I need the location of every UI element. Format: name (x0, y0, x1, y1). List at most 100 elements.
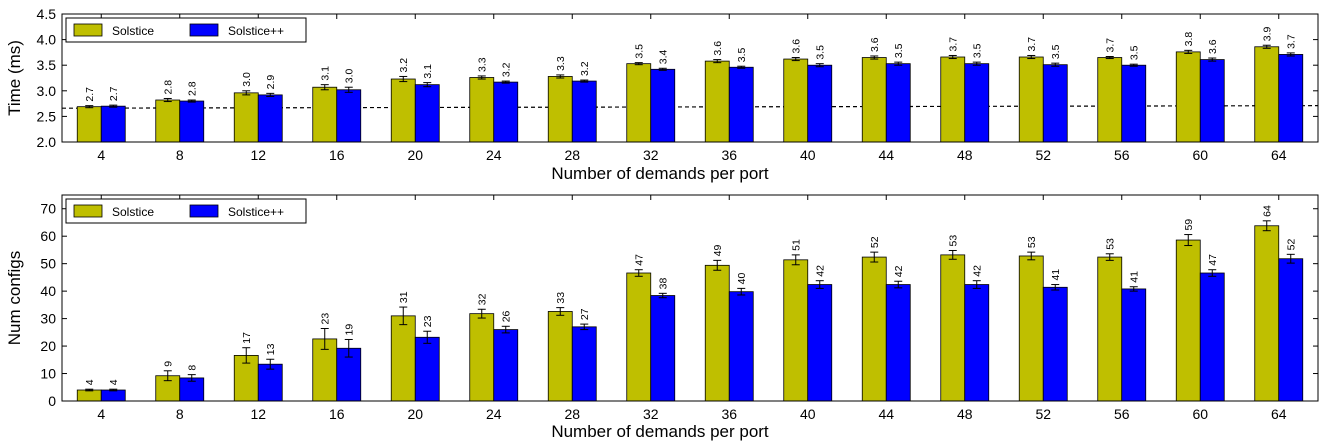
bar-solstice (547, 311, 573, 402)
bar-solstice (626, 63, 652, 143)
data-label: 3.5 (1129, 45, 1141, 60)
bar-solstice-plus-plus (414, 84, 440, 143)
data-label: 2.7 (108, 86, 120, 101)
bar-solstice-plus-plus (1042, 64, 1068, 143)
x-tick-label: 64 (1271, 147, 1287, 163)
bar-solstice (783, 259, 809, 402)
data-label: 3.3 (477, 57, 489, 72)
data-label: 42 (893, 265, 905, 277)
legend-box (65, 17, 307, 43)
bar-solstice-plus-plus (885, 284, 911, 402)
bar-solstice-plus-plus (414, 336, 440, 402)
data-label: 3.7 (1105, 38, 1117, 53)
data-label: 3.2 (398, 58, 410, 73)
data-label: 52 (1286, 238, 1298, 250)
data-label: 3.7 (1286, 34, 1298, 49)
data-label: 3.5 (736, 47, 748, 62)
y-tick-label: 4.5 (37, 6, 57, 22)
y-tick-label: 3.0 (37, 83, 57, 99)
data-label: 23 (422, 315, 434, 327)
y-tick-label: 10 (40, 366, 56, 382)
x-tick-label: 32 (643, 406, 659, 422)
bar-solstice-plus-plus (650, 295, 676, 402)
data-label: 23 (320, 313, 332, 325)
x-tick-label: 52 (1035, 406, 1051, 422)
bar-solstice (1018, 255, 1044, 402)
data-label: 3.5 (634, 44, 646, 59)
x-tick-label: 16 (329, 147, 345, 163)
x-tick-label: 60 (1192, 147, 1208, 163)
y-tick-label: 0 (48, 393, 56, 409)
data-label: 3.0 (344, 68, 356, 83)
bar-solstice-plus-plus (179, 100, 205, 143)
y-tick-label: 60 (40, 228, 56, 244)
data-label: 3.2 (501, 62, 513, 77)
x-tick-label: 60 (1192, 406, 1208, 422)
x-tick-label: 48 (957, 406, 973, 422)
bar-solstice (704, 264, 730, 402)
y-tick-label: 70 (40, 201, 56, 217)
legend-label-solstice-plus-plus: Solstice++ (228, 24, 284, 38)
x-tick-label: 24 (486, 406, 502, 422)
data-label: 59 (1183, 219, 1195, 231)
bar-solstice (547, 76, 573, 143)
bar-solstice-plus-plus (728, 291, 754, 402)
bar-solstice-plus-plus (650, 68, 676, 143)
data-label: 42 (815, 265, 827, 277)
y-tick-label: 4.0 (37, 32, 57, 48)
data-label: 53 (1026, 236, 1038, 248)
data-label: 3.8 (1183, 32, 1195, 47)
data-label: 52 (869, 236, 881, 248)
bar-solstice (469, 313, 495, 402)
legend: Solstice Solstice++ (65, 198, 307, 224)
data-label: 3.6 (869, 37, 881, 52)
data-label: 2.7 (84, 87, 96, 102)
x-tick-label: 40 (800, 147, 816, 163)
bar-solstice (626, 272, 652, 402)
x-axis-label: Number of demands per port (551, 164, 769, 183)
y-tick-label: 3.5 (37, 57, 57, 73)
bar-solstice (233, 92, 259, 143)
legend-swatch-solstice-plus-plus (189, 204, 219, 218)
data-label: 3.0 (241, 72, 253, 87)
bar-solstice-plus-plus (571, 326, 597, 402)
bar-solstice (783, 58, 809, 143)
x-tick-label: 36 (721, 147, 737, 163)
bar-solstice (1254, 46, 1280, 143)
bar-solstice (1018, 56, 1044, 143)
bar-solstice-plus-plus (1121, 64, 1147, 143)
data-label: 3.6 (712, 41, 724, 56)
bar-solstice-plus-plus (257, 94, 283, 143)
x-tick-label: 36 (721, 406, 737, 422)
data-label: 2.8 (163, 80, 175, 95)
data-label: 47 (1207, 254, 1219, 266)
data-label: 47 (634, 254, 646, 266)
x-axis-label: Number of demands per port (551, 422, 769, 441)
y-tick-label: 2.0 (37, 134, 57, 150)
bar-solstice-plus-plus (100, 389, 126, 402)
data-label: 3.5 (1050, 44, 1062, 59)
legend-swatch-solstice (73, 204, 103, 218)
data-label: 3.9 (1262, 26, 1274, 41)
bar-solstice (469, 77, 495, 143)
x-tick-label: 56 (1114, 406, 1130, 422)
data-label: 26 (501, 310, 513, 322)
bar-solstice (1175, 51, 1201, 143)
data-label: 3.4 (658, 50, 670, 65)
x-tick-label: 52 (1035, 147, 1051, 163)
data-label: 8 (187, 365, 199, 371)
x-tick-label: 44 (878, 406, 894, 422)
data-label: 2.9 (265, 75, 277, 90)
bar-solstice-plus-plus (885, 63, 911, 143)
data-label: 3.7 (1026, 37, 1038, 52)
y-axis-label: Time (ms) (5, 40, 24, 116)
x-tick-label: 28 (564, 147, 580, 163)
data-label: 3.5 (893, 43, 905, 58)
data-label: 42 (972, 265, 984, 277)
data-label: 3.6 (1207, 39, 1219, 54)
bar-solstice-plus-plus (1278, 258, 1304, 402)
data-label: 3.1 (422, 64, 434, 79)
bar-solstice-plus-plus (807, 64, 833, 143)
data-label: 32 (477, 293, 489, 305)
